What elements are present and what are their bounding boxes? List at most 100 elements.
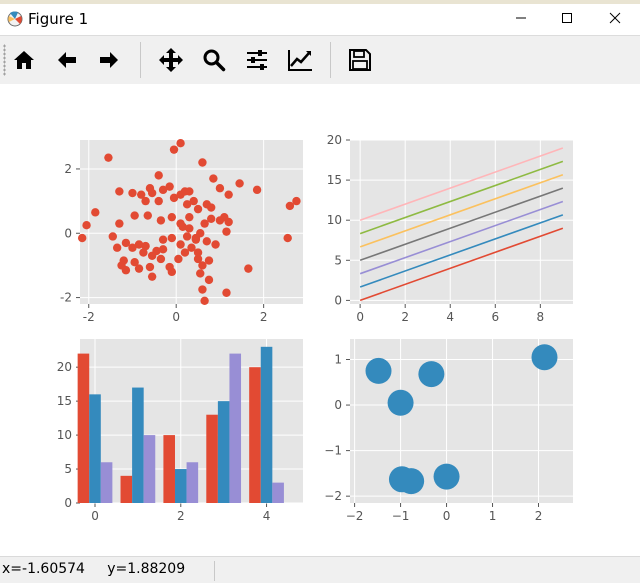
bar [163,435,175,503]
y-tick-label: 20 [57,360,72,374]
y-tick-label: 20 [327,133,342,147]
scatter-point [145,262,155,272]
scatter-point [139,248,148,257]
edit-axes-button[interactable] [284,44,316,76]
scatter-point [147,251,157,260]
scatter-point [193,204,203,214]
bar [249,367,261,503]
zoom-button[interactable] [198,44,230,76]
scatter-marker [365,357,392,384]
scatter-point [158,245,168,254]
bar [260,346,273,503]
pan-button[interactable] [155,44,187,76]
subplot-lines[interactable]: 0 2 4 6 8 0 5 10 15 20 [327,133,573,324]
scatter-marker [418,361,445,388]
scatter-point [128,243,137,252]
scatter-point [182,200,192,209]
scatter-point [137,190,146,199]
status-bar: x=-1.60574 y=1.88209 [0,556,640,583]
scatter-point [206,214,216,223]
home-button[interactable] [8,44,40,76]
x-tick-label: -2 [83,310,95,324]
scatter-point [193,248,203,257]
scatter-point [108,232,117,241]
scatter-point [82,221,91,230]
magnifier-icon [203,49,226,72]
bar [89,394,101,503]
scatter-point [224,190,233,199]
arrow-left-icon [58,52,76,68]
scatter-point [169,145,179,154]
scatter-point [154,171,163,180]
scatter-point [134,240,144,249]
toolbar-separator [330,42,331,78]
scatter-marker [387,389,414,416]
forward-button[interactable] [93,44,125,76]
subplot-scatter-blue[interactable]: −2 −1 0 1 2 −2 −1 0 1 [324,339,573,523]
scatter-point [193,254,203,264]
scatter-point [165,182,174,191]
subplots-button[interactable] [241,44,273,76]
minimize-button[interactable] [498,4,544,32]
window-title: Figure 1 [28,10,89,28]
app-icon [7,11,23,27]
scatter-point [156,254,166,264]
save-button[interactable] [344,44,376,76]
y-tick-label: -2 [60,291,72,305]
scatter-point [215,216,225,225]
scatter-point [198,158,207,167]
bar [229,353,242,503]
scatter-point [128,188,137,198]
x-tick-label: 2 [177,509,185,523]
x-tick-label: 6 [491,310,499,324]
bar [77,353,90,503]
x-tick-label: 4 [446,310,454,324]
scatter-point [200,219,209,228]
x-tick-label: −2 [346,509,364,523]
scatter-point [147,272,157,281]
series-line [359,147,564,221]
scatter-point [215,184,225,193]
scatter-point [202,237,212,246]
bar [206,414,218,503]
bar [186,462,199,503]
scatter-point [204,275,214,285]
bar [143,435,156,503]
figure-canvas[interactable]: -2 0 2 -2 0 2 0 2 4 6 8 0 5 10 15 20 0 2 4 0 5 10 15 20 −2 −1 0… [0,84,640,554]
scatter-point [169,193,179,203]
arrow-right-icon [100,52,118,68]
scatter-point [200,296,209,305]
y-tick-label: 10 [57,428,72,442]
x-tick-label: 2 [535,509,543,523]
scatter-point [112,243,122,252]
y-tick-label: 1 [334,353,342,367]
scatter-point [191,233,201,243]
scatter-point [222,227,231,236]
scatter-marker [433,463,460,490]
scatter-point [285,201,295,211]
scatter-point [176,139,185,148]
series-line [359,160,564,235]
series-line [359,200,564,275]
y-tick-label: 0 [64,226,72,240]
scatter-point [121,266,131,275]
y-tick-label: 2 [64,162,72,176]
maximize-button[interactable] [544,4,590,32]
x-tick-label: 1 [489,509,497,523]
scatter-point [222,288,231,297]
toolbar-grip[interactable] [3,44,6,76]
close-icon [609,12,621,24]
scatter-point [91,208,100,217]
bar [272,482,284,503]
scatter-point [115,187,124,196]
scatter-point [292,196,301,206]
back-button[interactable] [51,44,83,76]
x-tick-label: 0 [356,310,364,324]
close-button[interactable] [592,4,638,32]
scatter-point [252,185,262,195]
subplot-bars[interactable]: 0 2 4 0 5 10 15 20 [57,339,303,523]
scatter-point [176,240,185,249]
scatter-point [134,264,144,273]
subplot-scatter-red[interactable]: -2 0 2 -2 0 2 [60,139,303,324]
